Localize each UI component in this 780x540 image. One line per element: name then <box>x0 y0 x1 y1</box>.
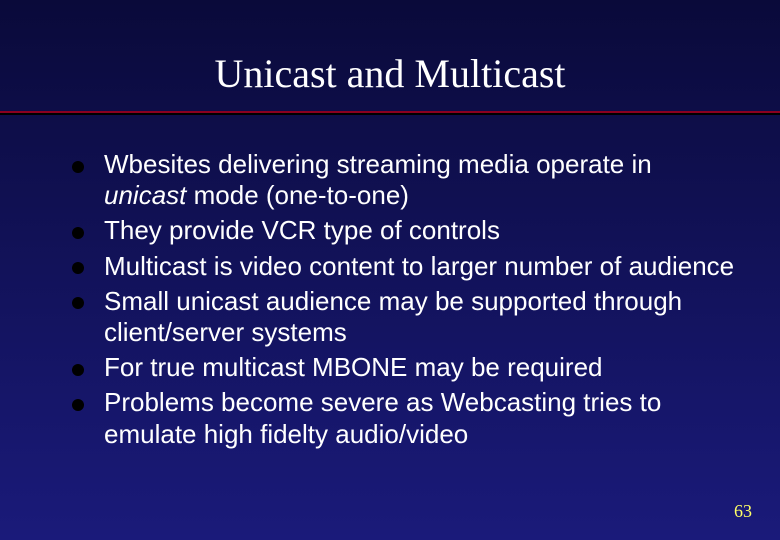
slide: Unicast and Multicast Wbesites deliverin… <box>0 0 780 540</box>
bullet-text-pre: Wbesites delivering streaming media oper… <box>104 149 652 179</box>
bullet-item: Problems become severe as Webcasting tri… <box>60 387 740 449</box>
slide-title: Unicast and Multicast <box>0 50 780 97</box>
bullet-text-pre: They provide VCR type of controls <box>104 215 500 245</box>
bullet-item: Wbesites delivering streaming media oper… <box>60 149 740 211</box>
bullet-list: Wbesites delivering streaming media oper… <box>60 149 740 450</box>
page-number: 63 <box>734 501 752 522</box>
bullet-text-pre: For true multicast MBONE may be required <box>104 352 603 382</box>
bullet-text-post: mode (one-to-one) <box>186 180 409 210</box>
bullet-text-pre: Multicast is video content to larger num… <box>104 251 734 281</box>
bullet-item: For true multicast MBONE may be required <box>60 352 740 383</box>
bullet-text-pre: Problems become severe as Webcasting tri… <box>104 387 661 448</box>
bullet-text-italic: unicast <box>104 180 186 210</box>
bullet-item: Small unicast audience may be supported … <box>60 286 740 348</box>
bullet-item: They provide VCR type of controls <box>60 215 740 246</box>
slide-content: Wbesites delivering streaming media oper… <box>0 115 780 450</box>
bullet-item: Multicast is video content to larger num… <box>60 251 740 282</box>
bullet-text-pre: Small unicast audience may be supported … <box>104 286 682 347</box>
